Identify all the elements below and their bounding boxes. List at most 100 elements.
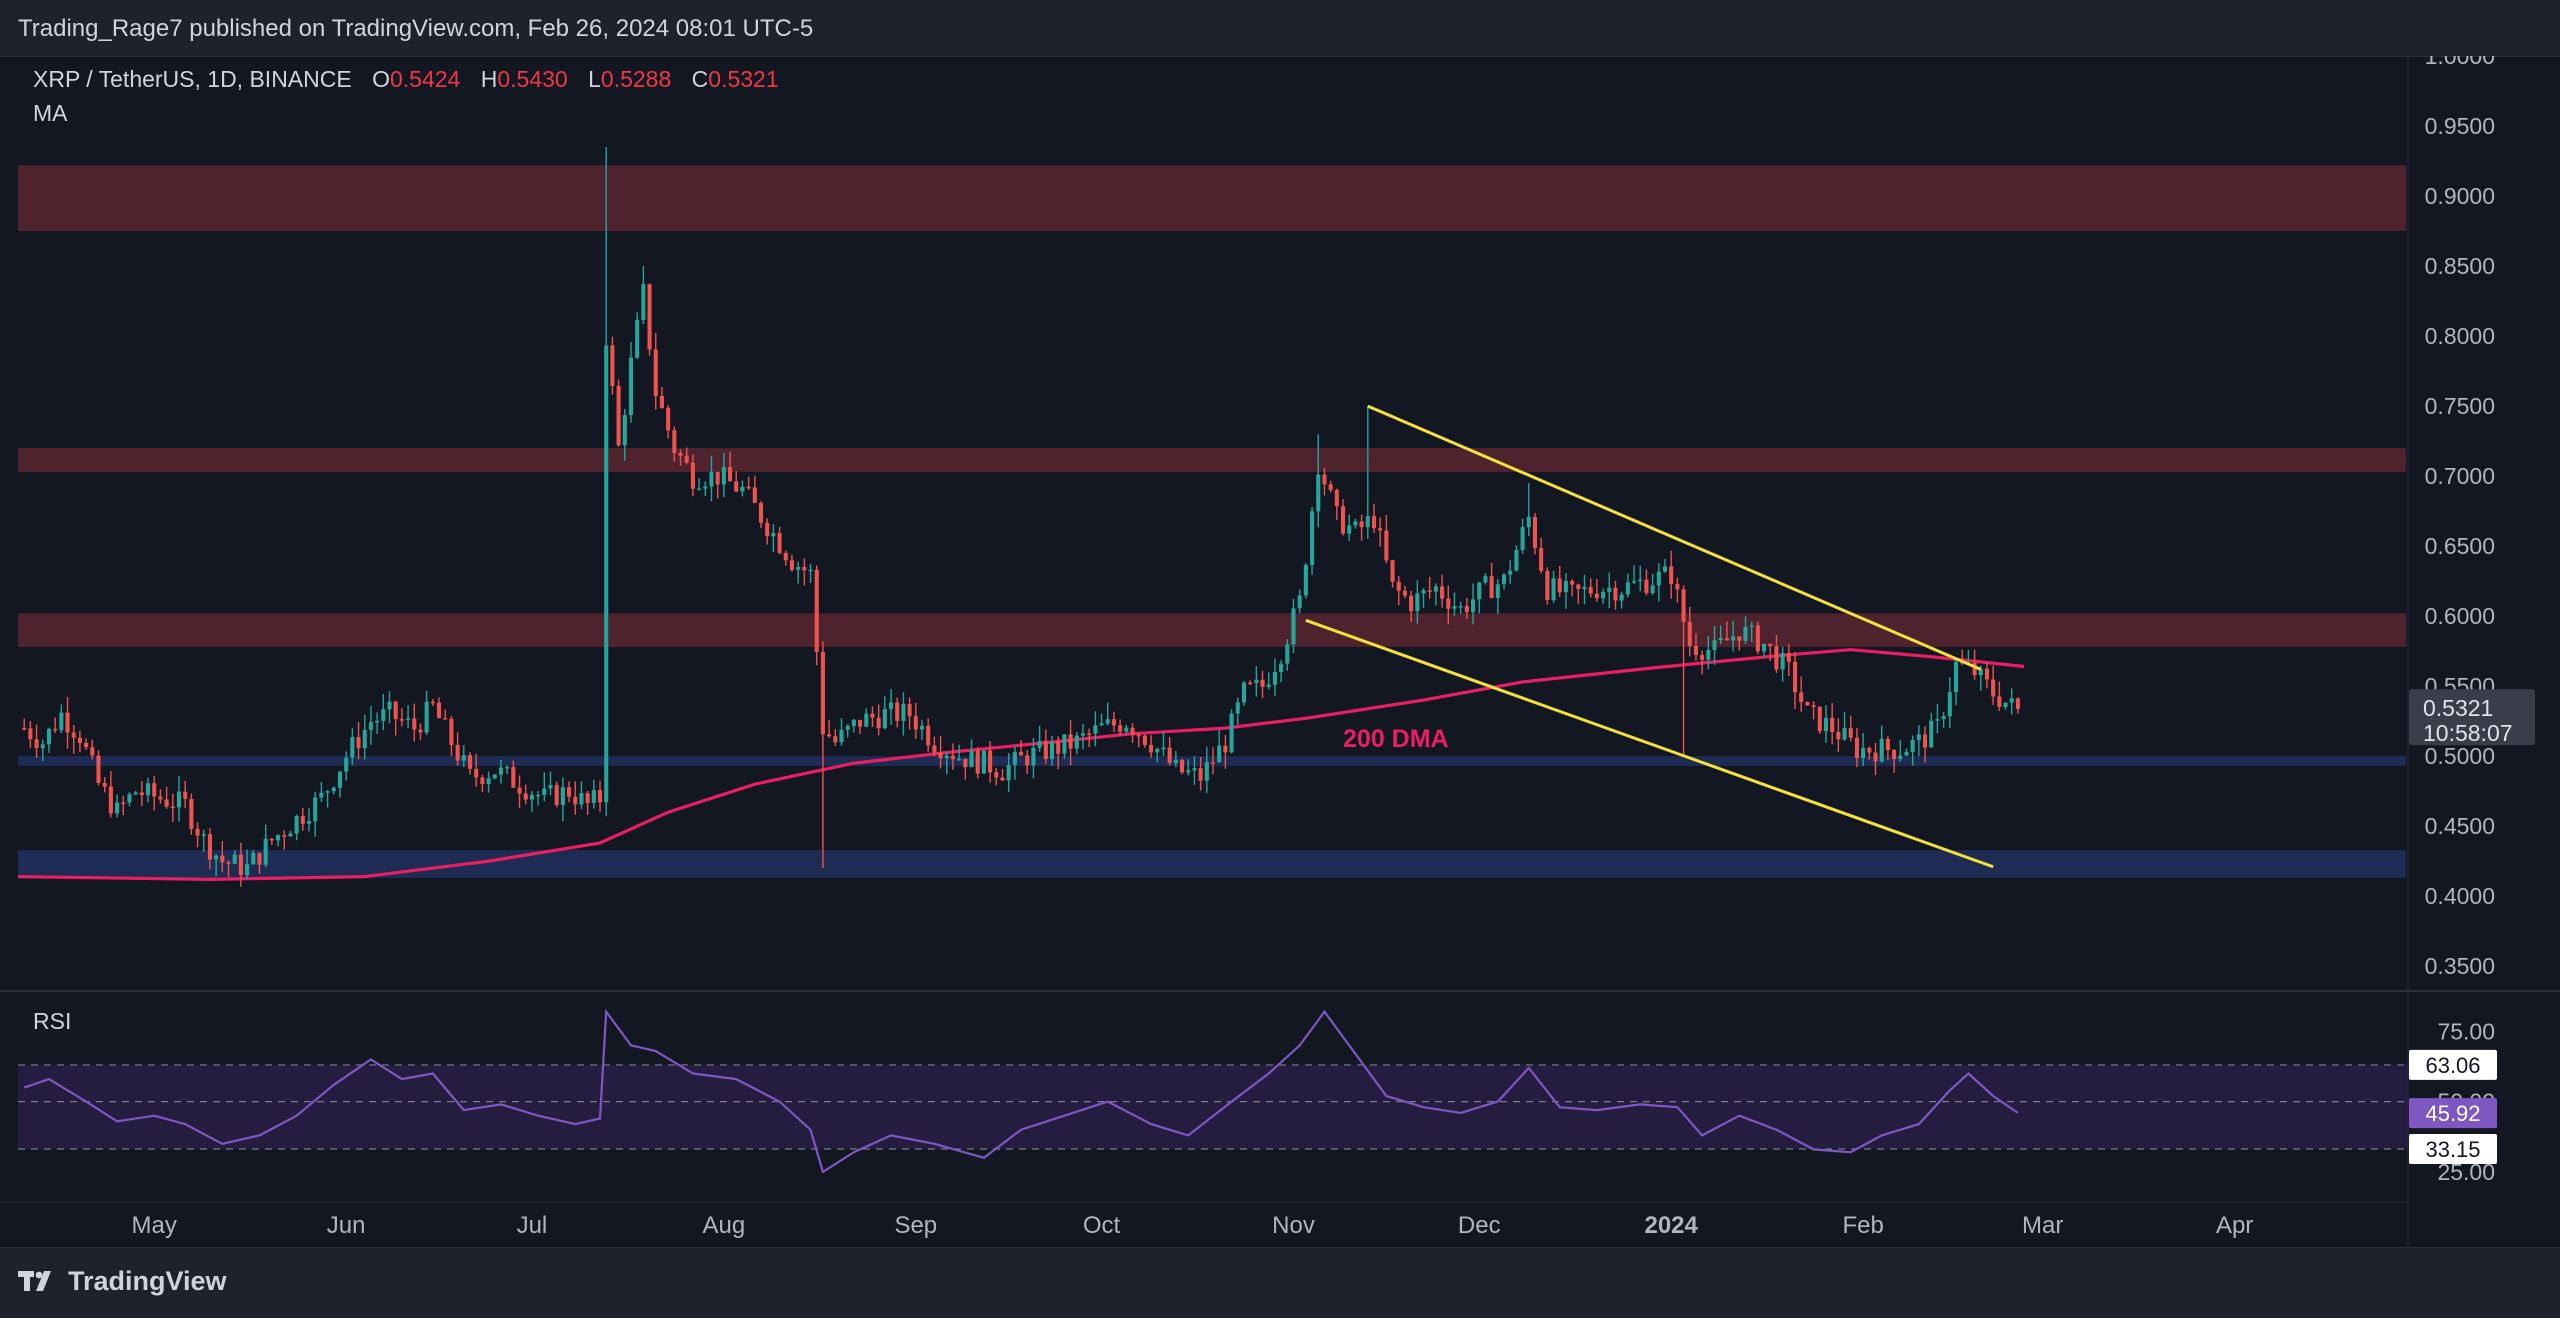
candle-body: [455, 744, 460, 761]
candle-body: [1731, 636, 1736, 641]
candle: [1371, 503, 1377, 533]
candle: [641, 266, 646, 325]
candle: [1601, 588, 1606, 604]
candle-body: [1142, 735, 1147, 746]
candle: [796, 561, 801, 584]
candle: [517, 775, 522, 808]
candle: [1892, 748, 1897, 773]
candle: [276, 834, 281, 847]
candle: [1210, 747, 1216, 775]
candle: [1291, 599, 1296, 654]
candle: [604, 147, 609, 817]
price-chart[interactable]: 200 DMA 1.0000 0.9500 0.9000 0.8500 0.8000 0.…: [0, 56, 2560, 1246]
candle-body: [715, 471, 720, 485]
candle: [368, 705, 373, 745]
candle: [659, 386, 664, 409]
candle: [1582, 574, 1587, 605]
candle-body: [1687, 621, 1692, 647]
candle-body: [734, 481, 739, 492]
candle-body: [1631, 580, 1637, 583]
candle-body: [40, 744, 45, 749]
candle: [461, 745, 466, 768]
candle: [1669, 550, 1674, 599]
candle-body: [1601, 591, 1606, 599]
price-tick-12: 0.4000: [2425, 883, 2495, 909]
candle-body: [1817, 706, 1822, 732]
candle-body: [1427, 590, 1432, 592]
candle: [1241, 680, 1247, 706]
candle: [1452, 592, 1457, 616]
candle-body: [1446, 598, 1451, 609]
candle: [436, 697, 442, 719]
candle-body: [164, 799, 169, 807]
candle-body: [938, 752, 943, 759]
candle: [1848, 715, 1853, 742]
candle: [245, 849, 250, 879]
candle-body: [1836, 731, 1841, 740]
candle-body: [300, 816, 305, 824]
candle: [226, 860, 231, 878]
ma-200: 200 DMA: [17, 648, 2025, 882]
candle-body: [34, 739, 39, 749]
candle-body: [1390, 560, 1395, 582]
candle-body: [1192, 768, 1197, 771]
candle-body: [189, 798, 194, 829]
candle-body: [1402, 590, 1407, 596]
candle-body: [1495, 584, 1500, 598]
candle-body: [994, 772, 999, 778]
time-tick-0: May: [132, 1212, 177, 1239]
candle: [635, 312, 640, 360]
candle: [1167, 736, 1172, 766]
candle: [1347, 514, 1352, 541]
candle: [988, 741, 993, 783]
legend-indicator[interactable]: MA: [33, 100, 68, 126]
candle-body: [480, 777, 485, 785]
zones: [18, 165, 2406, 878]
candle: [789, 554, 795, 572]
candle: [59, 704, 64, 734]
candle-body: [127, 794, 132, 803]
candle-body: [833, 736, 838, 743]
candle: [777, 527, 782, 555]
candle-body: [653, 349, 658, 396]
candle: [412, 703, 417, 742]
candle-body: [325, 791, 330, 793]
candle-body: [752, 487, 757, 504]
candle-body: [1941, 716, 1946, 720]
candle-body: [1972, 662, 1977, 676]
candle-body: [1873, 752, 1878, 762]
candle: [1737, 636, 1742, 651]
candle-body: [808, 569, 813, 572]
candle: [1656, 563, 1661, 602]
tradingview-logo[interactable]: TradingView: [18, 1266, 227, 1297]
candle-body: [1885, 738, 1890, 751]
rsi-pane-label[interactable]: RSI: [33, 1008, 72, 1034]
candle-body: [1000, 777, 1005, 781]
header-bar: [0, 0, 2560, 57]
candle: [1520, 518, 1525, 554]
candle-body: [313, 797, 318, 822]
candle-body: [678, 452, 683, 456]
candle-body: [610, 345, 615, 386]
time-tick-4: Sep: [894, 1212, 937, 1239]
candle-body: [1223, 745, 1228, 753]
candle: [133, 790, 138, 796]
price-tick-11: 0.4500: [2425, 813, 2495, 839]
candle: [195, 822, 200, 848]
candle-body: [1248, 682, 1253, 685]
rsi-pane: [18, 1008, 2408, 1174]
candle: [1712, 625, 1717, 665]
candle: [449, 715, 454, 756]
candle-body: [1056, 741, 1061, 754]
candle-body: [115, 802, 120, 814]
candle-body: [102, 782, 107, 787]
candle-body: [511, 767, 516, 788]
last-price-value: 0.5321: [2423, 695, 2493, 721]
candle-body: [913, 716, 918, 730]
time-tick-3: Aug: [703, 1212, 746, 1239]
candle: [164, 786, 169, 809]
candle-body: [901, 703, 906, 721]
candle-body: [635, 319, 640, 358]
candle: [257, 852, 262, 874]
candle-body: [765, 522, 770, 537]
